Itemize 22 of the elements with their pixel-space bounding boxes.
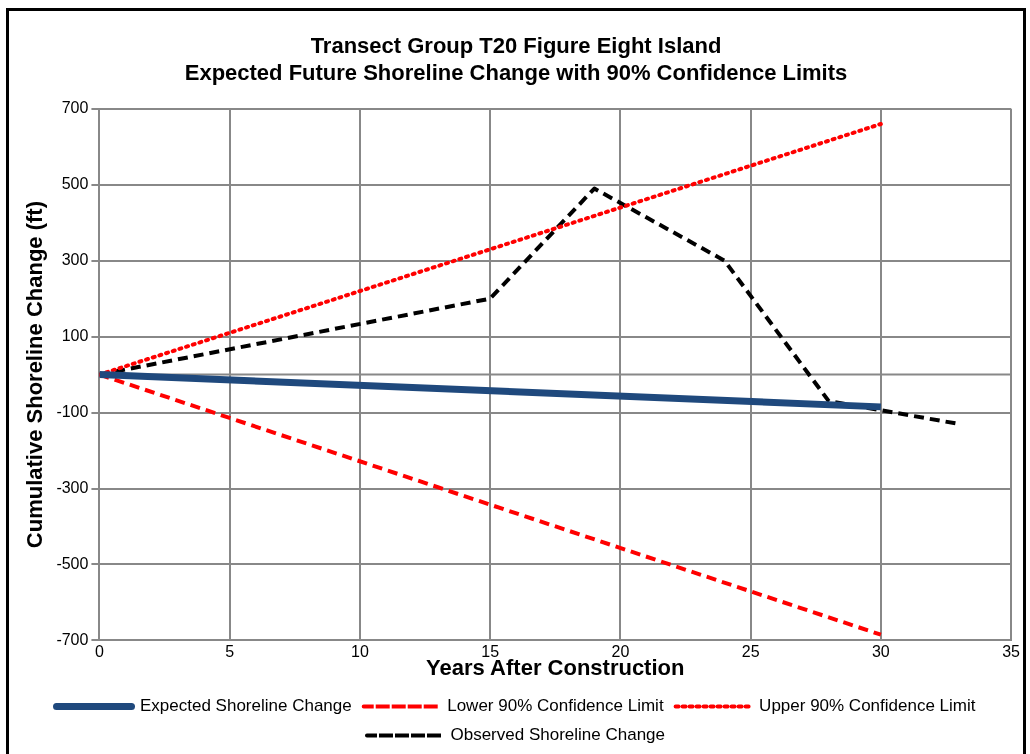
y-tick-label: 300	[61, 251, 89, 269]
text: Transect Group T20 Figure Eight Island	[310, 33, 722, 59]
y-tick-label: 100	[61, 327, 89, 345]
legend-label: Expected Shoreline Change	[140, 696, 352, 716]
y-tick-label: -100	[56, 402, 89, 420]
y-axis-title: Cumulative Shoreline Change (ft)	[22, 201, 48, 549]
x-tick-label: 30	[871, 643, 890, 661]
x-tick-label: 25	[741, 643, 760, 661]
y-tick-label: 700	[61, 99, 89, 117]
legend-label: Upper 90% Confidence Limit	[759, 696, 976, 716]
y-tick-label: 500	[61, 175, 89, 193]
x-tick-label: 10	[351, 643, 369, 661]
x-tick-label: 5	[225, 643, 235, 661]
y-tick-label: -500	[56, 554, 89, 572]
x-tick-label: 20	[611, 643, 630, 661]
x-tick-label: 35	[1002, 643, 1021, 661]
legend-label: Observed Shoreline Change	[450, 725, 666, 745]
legend-label: Lower 90% Confidence Limit	[447, 696, 664, 716]
text: Expected Future Shoreline Change with 90% Confidence Limits	[184, 59, 848, 85]
y-tick-label: -300	[56, 478, 89, 496]
y-tick-label: -700	[56, 630, 89, 648]
x-tick-label: 0	[94, 643, 104, 661]
